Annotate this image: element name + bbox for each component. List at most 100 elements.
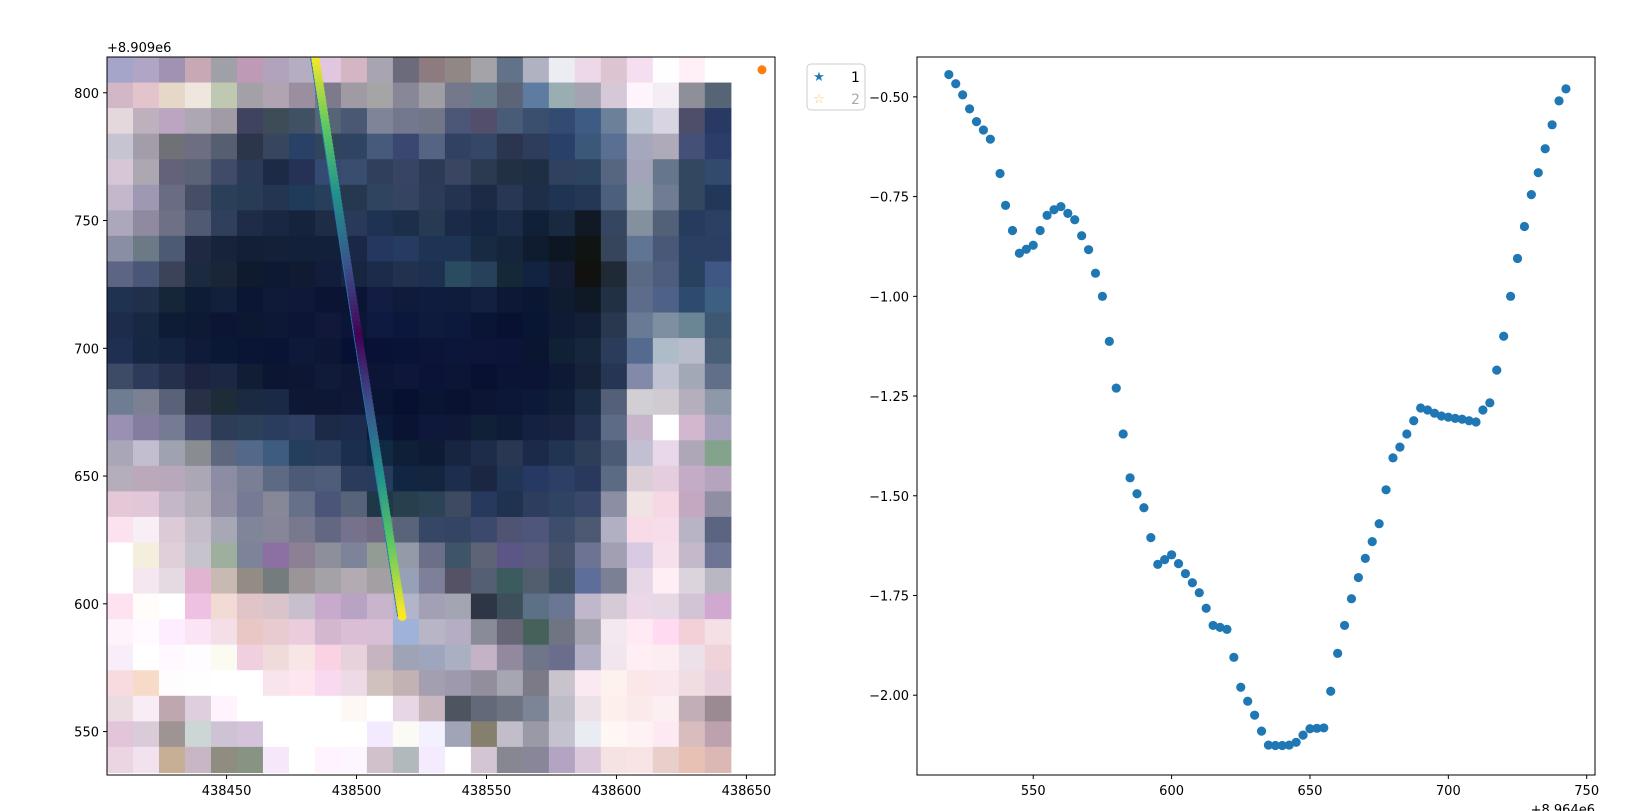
raster-cell	[626, 363, 654, 390]
raster-cell	[184, 184, 212, 211]
scatter-point	[1367, 537, 1377, 547]
raster-cell	[470, 491, 498, 518]
raster-cell	[652, 568, 680, 595]
raster-cell	[158, 389, 186, 416]
raster-cell	[314, 542, 342, 569]
raster-cell	[392, 210, 420, 237]
raster-cell	[262, 312, 290, 339]
raster-cell	[444, 516, 472, 544]
raster-cell	[392, 721, 420, 748]
raster-cell	[158, 108, 186, 135]
raster-cell	[652, 312, 680, 339]
raster-cell	[522, 644, 550, 671]
raster-cell	[470, 644, 498, 671]
scatter-point	[1353, 572, 1363, 583]
raster-cell	[288, 593, 316, 620]
raster-cell	[626, 133, 654, 160]
raster-cell	[288, 644, 316, 671]
raster-cell	[210, 440, 238, 467]
raster-cell	[548, 516, 576, 544]
legend-entry-1: ★ 1	[813, 70, 860, 86]
raster-cell	[418, 593, 446, 620]
scatter-point	[1284, 740, 1294, 750]
raster-cell	[132, 57, 160, 84]
raster-cell	[678, 57, 706, 84]
raster-cell	[158, 670, 186, 697]
raster-cell	[392, 746, 420, 774]
raster-cell	[626, 312, 654, 339]
raster-cell	[210, 746, 238, 774]
raster-cell	[626, 721, 654, 748]
raster-cell	[600, 82, 628, 109]
raster-cell	[262, 695, 290, 722]
raster-cell	[496, 593, 524, 620]
raster-cell	[210, 82, 238, 109]
raster-cell	[444, 57, 472, 84]
raster-cell	[132, 644, 160, 671]
raster-cell	[678, 210, 706, 237]
raster-cell	[418, 184, 446, 211]
raster-cell	[392, 619, 420, 646]
raster-cell	[678, 82, 706, 109]
raster-cell	[314, 261, 342, 288]
raster-cell	[288, 312, 316, 339]
right-y-tick-label: −0.75	[869, 191, 909, 206]
raster-cell	[262, 568, 290, 595]
scatter-point	[1416, 403, 1426, 413]
raster-cell	[392, 184, 420, 211]
raster-cell	[470, 312, 498, 339]
scatter-point	[1166, 550, 1177, 560]
raster-cell	[314, 414, 342, 441]
raster-cell	[236, 210, 264, 237]
raster-cell	[210, 312, 238, 339]
raster-cell	[210, 389, 238, 416]
scatter-point	[1464, 416, 1474, 426]
raster-cell	[340, 721, 368, 748]
raster-cell	[704, 593, 732, 620]
left-x-tick-label: 438600	[592, 784, 642, 799]
raster-cell	[574, 57, 602, 84]
raster-cell	[704, 235, 732, 263]
scatter-point	[1201, 603, 1211, 613]
raster-cell	[626, 465, 654, 492]
raster-cell	[444, 184, 472, 211]
raster-cell	[522, 593, 550, 620]
raster-cell	[444, 82, 472, 109]
raster-cell	[340, 695, 368, 722]
raster-cell	[574, 414, 602, 441]
raster-cell	[522, 542, 550, 569]
raster-cell	[340, 491, 368, 518]
raster-cell	[522, 363, 550, 390]
raster-cell	[132, 133, 160, 160]
raster-cell	[574, 619, 602, 646]
marker-point-2	[757, 65, 767, 75]
raster-cell	[574, 108, 602, 135]
raster-cell	[470, 389, 498, 416]
raster-cell	[288, 619, 316, 646]
raster-cell	[652, 108, 680, 135]
raster-cell	[574, 235, 602, 263]
raster-cell	[107, 210, 134, 237]
scatter-point	[1526, 190, 1536, 200]
left-y-tick-label: 600	[74, 598, 99, 613]
raster-cell	[548, 644, 576, 671]
raster-cell	[444, 568, 472, 595]
raster-cell	[704, 133, 732, 160]
raster-cell	[678, 440, 706, 467]
raster-cell	[418, 619, 446, 646]
raster-cell	[704, 159, 732, 186]
raster-cell	[418, 491, 446, 518]
left-x-tick-label: 438650	[722, 784, 772, 799]
raster-cell	[418, 389, 446, 416]
raster-cell	[288, 491, 316, 518]
scatter-point	[1236, 682, 1246, 692]
raster-cell	[522, 746, 550, 774]
raster-cell	[366, 133, 394, 160]
raster-cell	[210, 57, 238, 84]
raster-cell	[678, 389, 706, 416]
raster-cell	[418, 465, 446, 492]
raster-cell	[548, 440, 576, 467]
scatter-point	[944, 69, 954, 80]
raster-cell	[600, 235, 628, 263]
raster-cell	[158, 542, 186, 569]
